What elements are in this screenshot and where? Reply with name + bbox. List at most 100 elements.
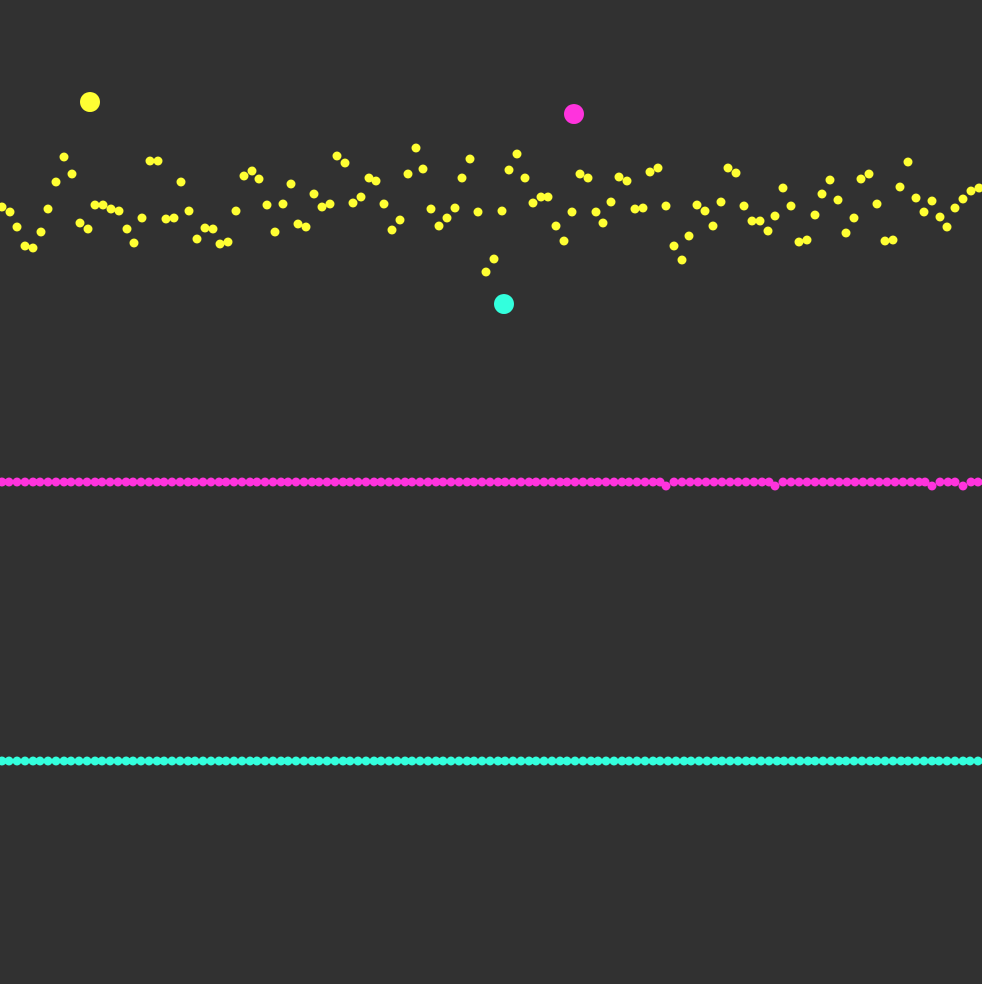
series-2-point-117: [898, 477, 908, 487]
series-2-point-26: [190, 477, 200, 487]
series-1-point-66: [504, 165, 514, 175]
series-3-point-90: [686, 756, 696, 766]
highlight-marker-3: [494, 294, 514, 314]
series-1-point-68: [520, 173, 530, 183]
series-2-point-116: [890, 477, 900, 487]
series-2-point-109: [834, 477, 844, 487]
series-1-point-70: [536, 192, 546, 202]
series-3-point-100: [764, 756, 774, 766]
series-1-point-46: [348, 198, 358, 208]
series-3-point-56: [423, 756, 433, 766]
series-1-point-29: [215, 239, 225, 249]
series-2-point-56: [423, 477, 433, 487]
series-2-point-57: [431, 477, 441, 487]
series-3-point-54: [407, 756, 417, 766]
series-3-point-114: [872, 756, 882, 766]
series-1-point-11: [75, 218, 85, 228]
series-2-point-2: [4, 477, 14, 487]
series-1-point-43: [325, 199, 335, 209]
series-2-point-44: [330, 477, 340, 487]
series-1-point-106: [817, 189, 827, 199]
series-1-point-27: [200, 223, 210, 233]
series-3-point-86: [655, 756, 665, 766]
series-2-point-34: [252, 477, 262, 487]
series-3-point-87: [663, 756, 673, 766]
series-3-point-75: [570, 756, 580, 766]
series-1: [0, 143, 982, 277]
series-2-point-88: [669, 477, 679, 487]
series-1-point-47: [356, 192, 366, 202]
series-2-point-3: [12, 477, 22, 487]
series-1-point-32: [239, 171, 249, 181]
series-1-point-103: [794, 237, 804, 247]
series-2-point-74: [562, 477, 572, 487]
series-3-point-30: [221, 756, 231, 766]
series-1-point-94: [723, 163, 733, 173]
series-3-point-59: [446, 756, 456, 766]
series-1-point-18: [129, 238, 139, 248]
series-1-point-30: [223, 237, 233, 247]
series-2-point-11: [74, 477, 84, 487]
series-3-point-121: [927, 756, 937, 766]
series-3-point-80: [609, 756, 619, 766]
series-2-point-47: [353, 477, 363, 487]
series-3-point-106: [810, 756, 820, 766]
series-3-point-116: [888, 756, 898, 766]
series-3-point-14: [97, 756, 107, 766]
series-1-point-28: [208, 224, 218, 234]
series-1-point-125: [966, 186, 976, 196]
series-3-point-98: [748, 756, 758, 766]
series-1-point-114: [880, 236, 890, 246]
series-1-point-62: [473, 207, 483, 217]
series-1-point-64: [489, 254, 499, 264]
series-3-point-122: [934, 756, 944, 766]
series-1-point-121: [935, 212, 945, 222]
series-1-point-44: [332, 151, 342, 161]
series-3-point-40: [299, 756, 309, 766]
series-1-point-23: [169, 213, 179, 223]
series-2-point-124: [950, 477, 960, 487]
series-2-point-55: [415, 477, 425, 487]
series-2-point-46: [345, 477, 355, 487]
series-1-point-74: [567, 207, 577, 217]
series-3-point-62: [469, 756, 479, 766]
series-2-point-82: [624, 477, 634, 487]
series-1-point-54: [411, 143, 421, 153]
series-1-point-120: [927, 196, 937, 206]
series-1-point-48: [364, 173, 374, 183]
series-3-point-61: [462, 756, 472, 766]
series-3-point-55: [415, 756, 425, 766]
series-1-point-105: [810, 210, 820, 220]
series-1-point-9: [59, 152, 69, 162]
series-1-point-53: [403, 169, 413, 179]
series-2-point-28: [206, 477, 216, 487]
series-1-point-65: [497, 206, 507, 216]
series-1-point-52: [395, 215, 405, 225]
series-1-point-79: [606, 197, 616, 207]
series-1-point-5: [28, 243, 38, 253]
series-1-point-14: [98, 200, 108, 210]
series-3-point-107: [818, 756, 828, 766]
series-2-point-107: [818, 477, 828, 487]
series-3-point-118: [903, 756, 913, 766]
series-3-point-29: [214, 756, 224, 766]
series-1-point-51: [387, 225, 397, 235]
series-2-point-84: [640, 477, 650, 487]
series-3-point-53: [400, 756, 410, 766]
series-3-point-72: [547, 756, 557, 766]
series-1-point-92: [708, 221, 718, 231]
series-3-point-28: [206, 756, 216, 766]
series-3-point-60: [454, 756, 464, 766]
series-3-point-120: [919, 756, 929, 766]
series-3-point-123: [942, 756, 952, 766]
series-2-point-20: [144, 477, 154, 487]
series-3-point-22: [159, 756, 169, 766]
series-3-point-70: [531, 756, 541, 766]
series-2-point-121: [927, 481, 937, 491]
series-2-point-5: [28, 477, 38, 487]
series-3-point-52: [392, 756, 402, 766]
series-2-point-52: [392, 477, 402, 487]
series-2-point-45: [338, 477, 348, 487]
